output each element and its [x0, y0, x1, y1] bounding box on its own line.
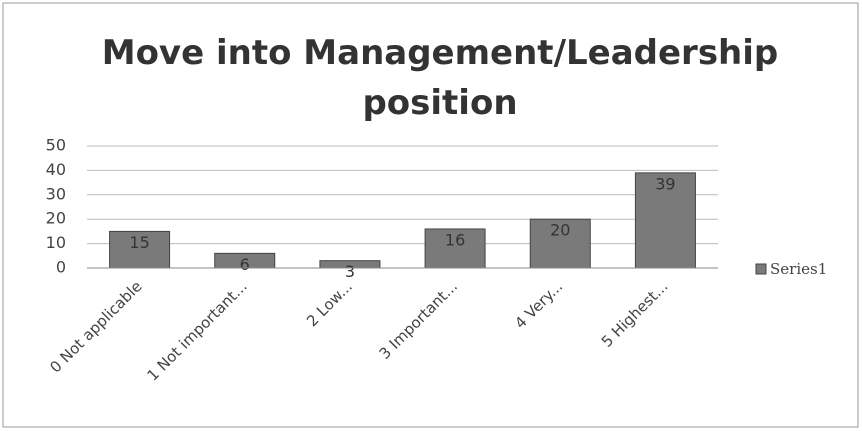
data-label: 20: [550, 221, 570, 240]
data-label: 15: [129, 233, 149, 252]
y-tick-label: 30: [46, 184, 66, 203]
chart-title: Move into Management/Leadership position: [101, 33, 779, 123]
data-label: 3: [345, 262, 355, 281]
legend-label: Series1: [770, 260, 827, 278]
data-label: 39: [655, 174, 675, 193]
bar: [109, 230, 171, 269]
bar: [424, 228, 486, 269]
data-label: 6: [240, 255, 250, 274]
y-tick-label: 20: [46, 209, 66, 228]
bar: [529, 218, 591, 269]
y-tick-label: 40: [46, 160, 66, 179]
bar: [634, 172, 696, 269]
data-label: 16: [445, 230, 465, 249]
legend-swatch: [755, 263, 767, 275]
y-tick-label: 50: [46, 136, 66, 155]
y-tick-label: 0: [56, 258, 66, 277]
y-tick-label: 10: [46, 233, 66, 252]
